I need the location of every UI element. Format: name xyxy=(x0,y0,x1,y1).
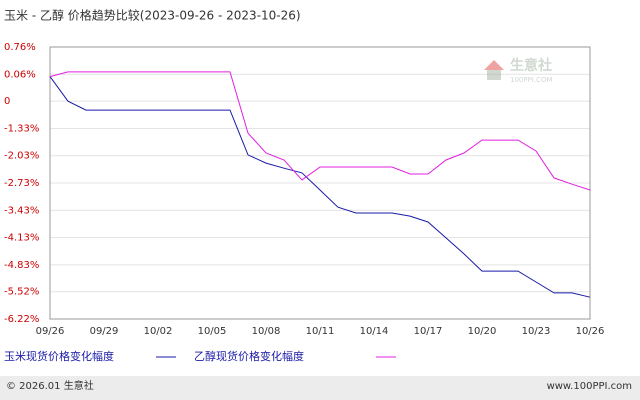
x-tick-label: 10/17 xyxy=(414,326,443,337)
y-tick-label: 0.76% xyxy=(4,42,36,53)
footer-bar xyxy=(0,376,640,400)
y-tick-label: 0.06% xyxy=(4,69,36,80)
x-tick-label: 10/26 xyxy=(576,326,605,337)
y-tick-label: -5.52% xyxy=(4,287,39,298)
y-tick-label: -2.03% xyxy=(4,151,39,162)
watermark-site: 100PPI.COM xyxy=(510,76,553,84)
legend-label: 乙醇现货价格变化幅度 xyxy=(194,349,304,363)
footer-copyright: © 2026.01 生意社 xyxy=(6,379,94,392)
y-tick-label: -4.83% xyxy=(4,260,39,271)
x-tick-label: 09/26 xyxy=(36,326,65,337)
y-tick-label: -4.13% xyxy=(4,233,39,244)
watermark-name: 生意社 xyxy=(510,57,552,74)
series-line xyxy=(49,76,591,298)
plot-frame xyxy=(49,46,591,320)
series-line xyxy=(49,71,591,191)
y-tick-label: -1.33% xyxy=(4,123,39,134)
x-tick-label: 10/20 xyxy=(468,326,497,337)
x-tick-label: 10/23 xyxy=(522,326,551,337)
chart-title: 玉米 - 乙醇 价格趋势比较(2023-09-26 - 2023-10-26) xyxy=(4,8,301,23)
x-tick-label: 10/08 xyxy=(252,326,281,337)
x-tick-label: 10/11 xyxy=(306,326,335,337)
x-tick-label: 10/02 xyxy=(144,326,173,337)
y-tick-label: 0 xyxy=(4,96,10,107)
footer-site: www.100PPI.com xyxy=(547,381,632,392)
legend-label: 玉米现货价格变化幅度 xyxy=(4,349,114,363)
y-tick-label: -3.43% xyxy=(4,205,39,216)
y-tick-label: -2.73% xyxy=(4,178,39,189)
x-tick-label: 10/05 xyxy=(198,326,227,337)
watermark-icon xyxy=(484,60,504,70)
watermark: 生意社 100PPI.COM xyxy=(484,57,553,84)
x-tick-label: 09/29 xyxy=(90,326,119,337)
x-tick-label: 10/14 xyxy=(360,326,389,337)
watermark-icon xyxy=(487,70,501,80)
y-tick-label: -6.22% xyxy=(4,314,39,325)
